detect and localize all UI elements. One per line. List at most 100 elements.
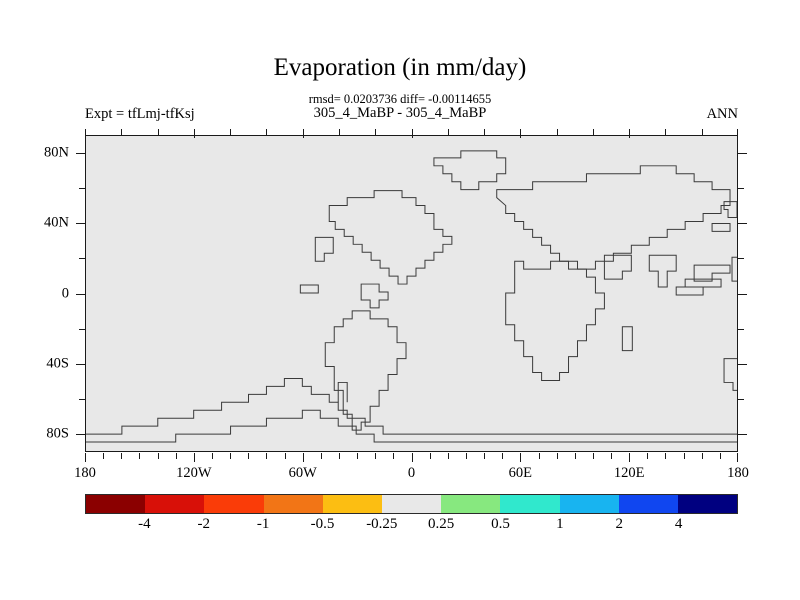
y-axis-label: 80S [46,425,69,442]
x-tick-top-minor [484,129,486,135]
colorbar: -4 -2 -1 -0.5 -0.25 0.25 0.5 1 2 4 [85,494,738,532]
x-tick-minor [320,453,322,459]
colorbar-tick-label: -4 [138,516,151,532]
x-tick-minor [248,453,250,459]
colorbar-segment-0 [86,495,146,513]
y-tick-right-minor [738,258,744,260]
x-tick-minor [719,453,721,459]
x-axis-label: 120W [176,465,212,481]
x-tick-top-minor [266,129,268,135]
x-tick-top [737,129,738,138]
x-tick-minor [103,453,105,459]
colorbar-tick-label: 1 [556,516,564,532]
y-tick-major [76,434,85,436]
coastline-overlay [86,150,737,443]
colorbar-swatches [85,494,738,514]
map-plot-area: 180 120W 60W 0 60E 120E 180 80N 40N 0 40… [44,129,749,481]
x-tick-minor [266,453,268,459]
x-tick-top-minor [665,129,667,135]
colorbar-tick-label: 0.5 [491,516,510,532]
y-tick-right [738,363,747,365]
x-axis-label: 120E [613,465,645,481]
x-tick-minor [611,453,613,459]
x-tick-minor [484,453,486,459]
x-tick-minor [157,453,159,459]
y-tick-right [738,293,747,295]
x-tick-top [629,129,631,138]
y-tick-major [76,223,85,225]
colorbar-segment-9 [618,495,678,513]
colorbar-tick-label: -2 [197,516,210,532]
x-tick-minor [538,453,540,459]
y-tick-right-minor [738,399,744,401]
x-tick-minor [230,453,232,459]
x-tick-minor [284,453,286,459]
x-tick-minor [121,453,123,459]
x-tick-minor [429,453,431,459]
x-tick-minor [665,453,667,459]
colorbar-segment-7 [500,495,560,513]
x-tick-minor [647,453,649,459]
colorbar-segment-10 [677,495,738,513]
x-tick-minor [592,453,594,459]
x-tick-top-minor [157,129,159,135]
x-tick-top-minor [121,129,123,135]
x-axis-label: 180 [727,465,749,481]
x-tick-top-minor [701,129,703,135]
x-tick-minor [357,453,359,459]
case-name-annotation: 305_4_MaBP - 305_4_MaBP [313,105,487,121]
y-tick-right-minor [738,187,744,189]
y-axis-label: 40N [44,214,69,231]
x-tick-top-minor [338,129,340,135]
colorbar-tick-label: -0.25 [366,516,398,532]
figure-title: Evaporation (in mm/day) [273,54,527,81]
x-tick-top [85,129,86,138]
x-tick-major [520,453,522,462]
x-tick-minor [447,453,449,459]
x-axis-label: 60W [288,465,317,481]
colorbar-segment-6 [441,495,501,513]
season-label: ANN [706,106,738,122]
x-tick-minor [574,453,576,459]
x-tick-top [193,129,195,138]
x-tick-minor [211,453,213,459]
x-axis-label: 60E [508,465,532,481]
y-tick-minor [79,187,85,189]
y-tick-right [738,223,747,225]
map-frame [85,135,738,452]
colorbar-segment-8 [559,495,619,513]
y-tick-major [76,293,85,295]
x-axis-label: 180 [74,465,96,481]
colorbar-segment-4 [322,495,382,513]
x-tick-minor [139,453,141,459]
colorbar-tick-label: -0.5 [310,516,335,532]
y-axis-label: 40S [46,355,69,372]
colorbar-tick-label: -1 [256,516,270,532]
x-tick-major [302,453,304,462]
colorbar-tick-label: 2 [615,516,624,532]
y-tick-right [738,434,747,436]
x-tick-minor [338,453,340,459]
y-tick-major [76,363,85,365]
y-tick-major [76,152,85,154]
colorbar-tick-label: 0.25 [428,516,455,532]
x-tick-minor [393,453,395,459]
x-tick-minor [465,453,467,459]
x-tick-minor [375,453,377,459]
colorbar-tick-label: 4 [674,516,683,532]
y-axis-label: 0 [61,285,69,301]
colorbar-segment-3 [263,495,323,513]
x-tick-top [302,129,304,138]
x-tick-major [85,453,86,462]
y-tick-right [738,152,747,154]
y-tick-right-minor [738,328,744,330]
x-tick-minor [556,453,558,459]
x-tick-top-minor [592,129,594,135]
colorbar-segment-1 [145,495,205,513]
colorbar-segment-5 [381,495,442,513]
x-tick-top [411,129,413,138]
x-tick-top-minor [556,129,558,135]
y-tick-minor [79,399,85,401]
y-tick-minor [79,258,85,260]
